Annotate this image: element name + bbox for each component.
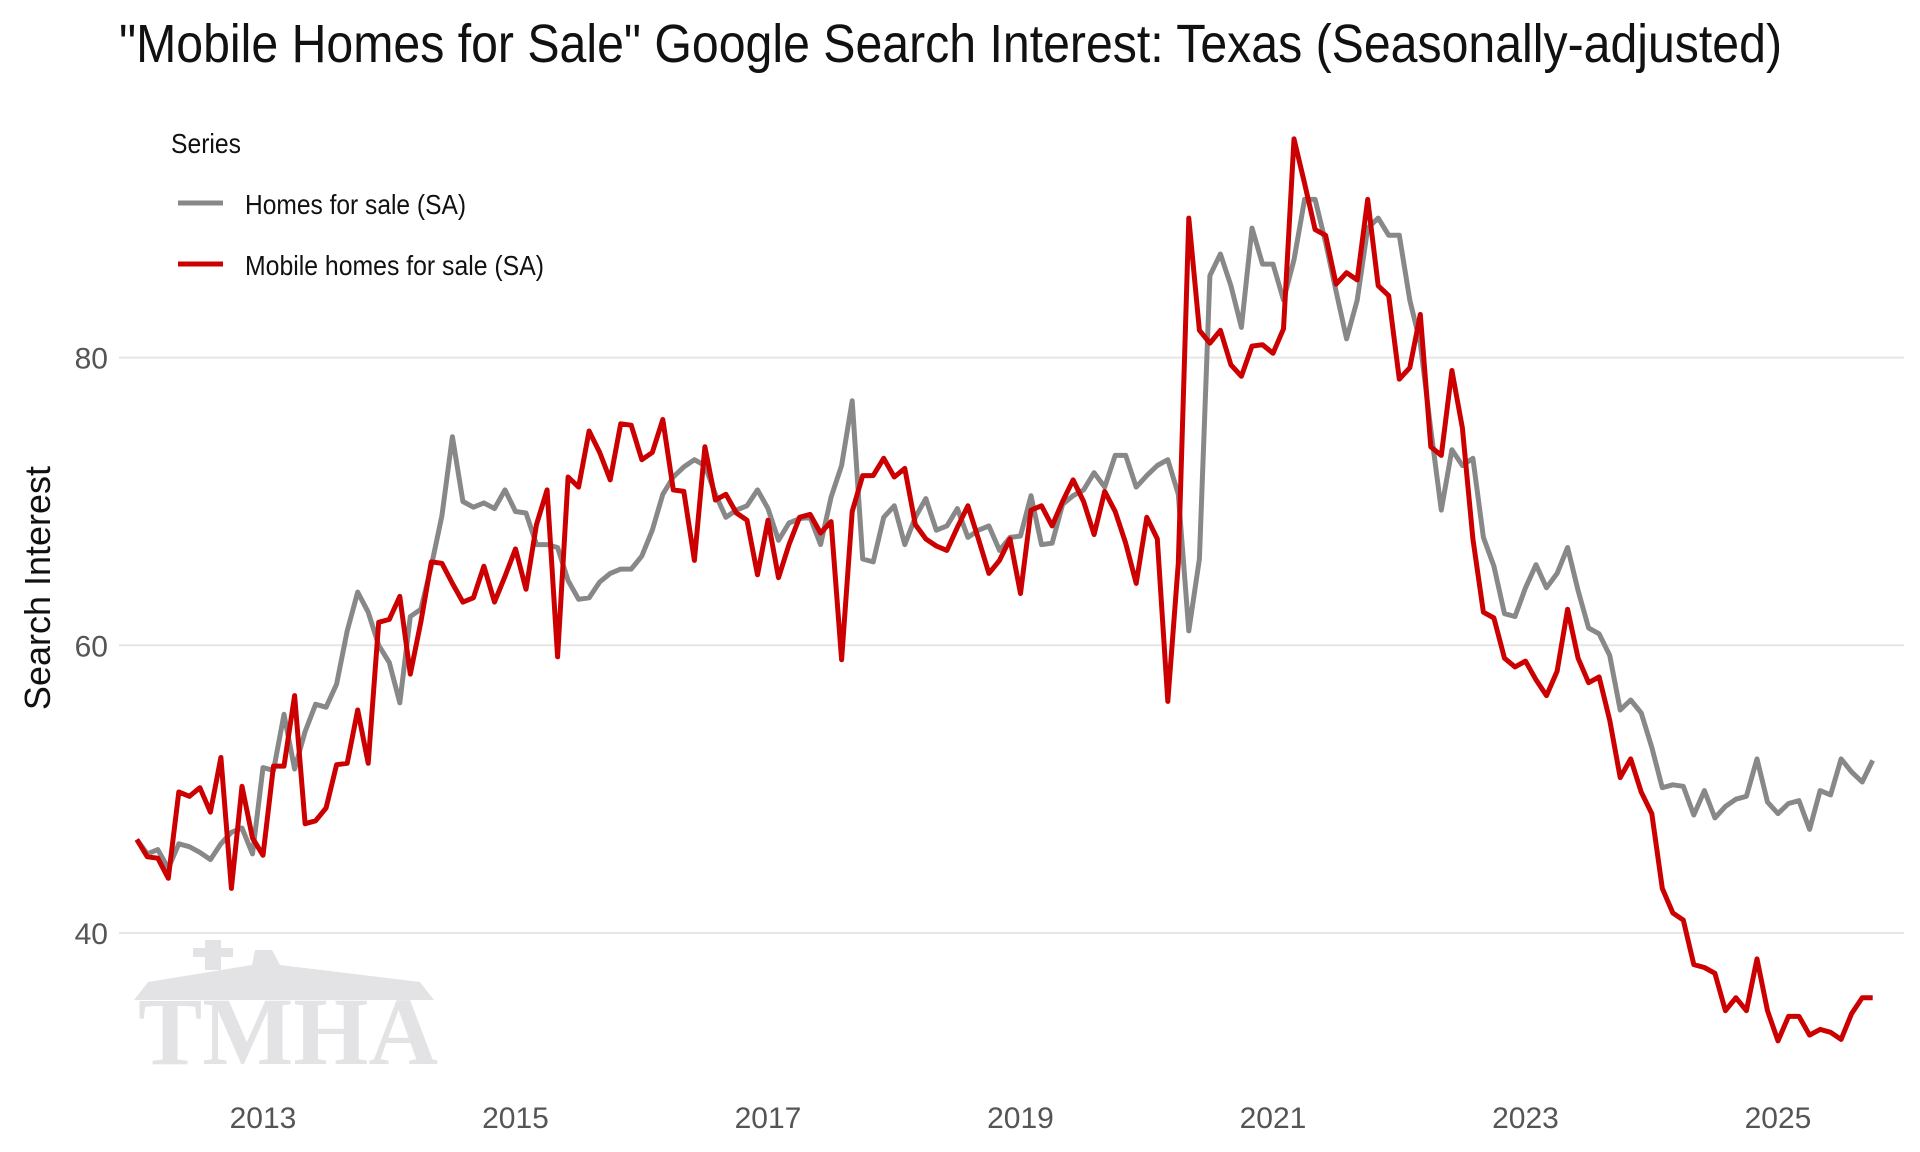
- y-axis-label: Search Interest: [17, 466, 58, 710]
- y-tick-label: 40: [75, 918, 108, 951]
- tmha-logo-watermark: TMHA: [134, 940, 438, 1085]
- x-axis-ticks: 2013 2015 2017 2019 2021 2023 2025: [230, 1102, 1812, 1135]
- gridlines: [119, 356, 1904, 934]
- x-tick-label: 2013: [230, 1102, 297, 1135]
- x-tick-label: 2015: [482, 1102, 549, 1135]
- series-line-mobile-homes-for-sale: [134, 136, 1873, 1044]
- x-tick-label: 2019: [987, 1102, 1054, 1135]
- x-tick-label: 2023: [1492, 1102, 1559, 1135]
- y-tick-label: 80: [75, 343, 108, 376]
- legend: Series Homes for sale (SA) Mobile homes …: [171, 128, 544, 281]
- x-tick-label: 2017: [735, 1102, 802, 1135]
- y-axis-ticks: 40 60 80: [75, 343, 108, 951]
- x-tick-label: 2025: [1745, 1102, 1812, 1135]
- svg-text:TMHA: TMHA: [138, 978, 438, 1085]
- legend-label-mobile-homes: Mobile homes for sale (SA): [245, 250, 544, 281]
- legend-label-homes: Homes for sale (SA): [245, 189, 466, 220]
- chart-title: "Mobile Homes for Sale" Google Search In…: [119, 14, 1782, 74]
- series-lines: [134, 136, 1875, 1044]
- x-tick-label: 2021: [1240, 1102, 1307, 1135]
- series-line-homes-for-sale: [134, 196, 1875, 871]
- y-tick-label: 60: [75, 630, 108, 663]
- legend-title: Series: [171, 128, 241, 159]
